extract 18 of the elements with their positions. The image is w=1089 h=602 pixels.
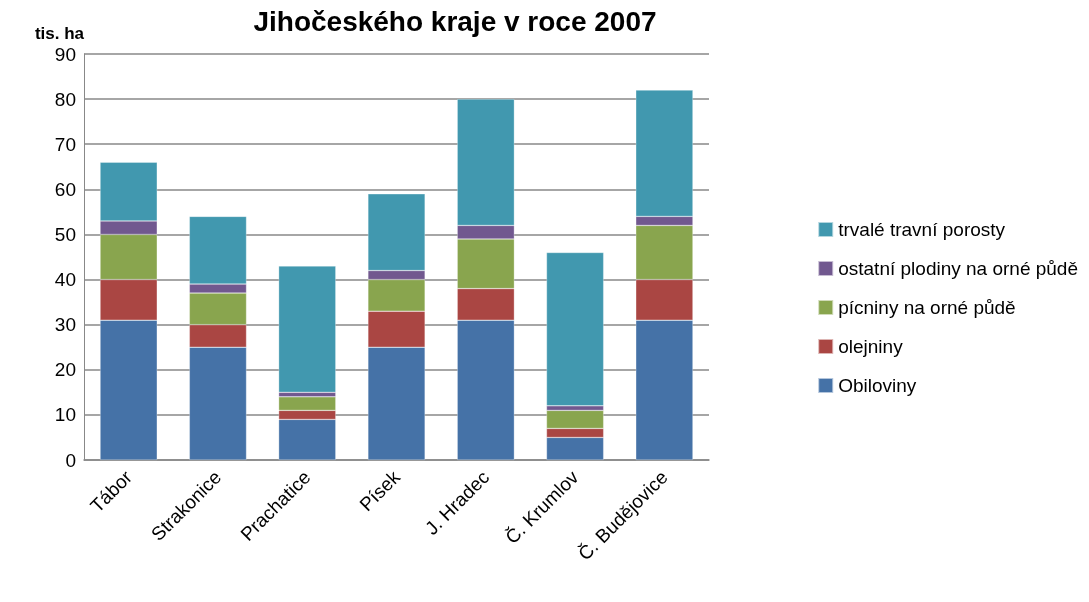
legend-label: Obiloviny [838, 375, 917, 396]
legend-label: trvalé travní porosty [838, 219, 1006, 240]
legend-label: pícniny na orné půdě [838, 297, 1016, 318]
y-tick-label: 10 [54, 404, 76, 426]
y-tick-label: 90 [54, 43, 76, 65]
y-axis-title: tis. ha [34, 24, 85, 43]
y-tick-label: 80 [54, 88, 76, 110]
legend-label: ostatní plodiny na orné půdě [838, 258, 1079, 279]
chart-title: Jihočeského kraje v roce 2007 [253, 5, 657, 37]
y-tick-label: 30 [54, 314, 76, 336]
y-tick-label: 40 [54, 269, 76, 291]
y-tick-label: 0 [65, 449, 76, 471]
y-tick-label: 50 [54, 223, 76, 245]
y-tick-label: 70 [54, 133, 76, 155]
bar [278, 266, 336, 393]
y-tick-label: 20 [54, 359, 76, 381]
legend-label: olejniny [838, 336, 904, 357]
y-tick-label: 60 [54, 178, 76, 200]
